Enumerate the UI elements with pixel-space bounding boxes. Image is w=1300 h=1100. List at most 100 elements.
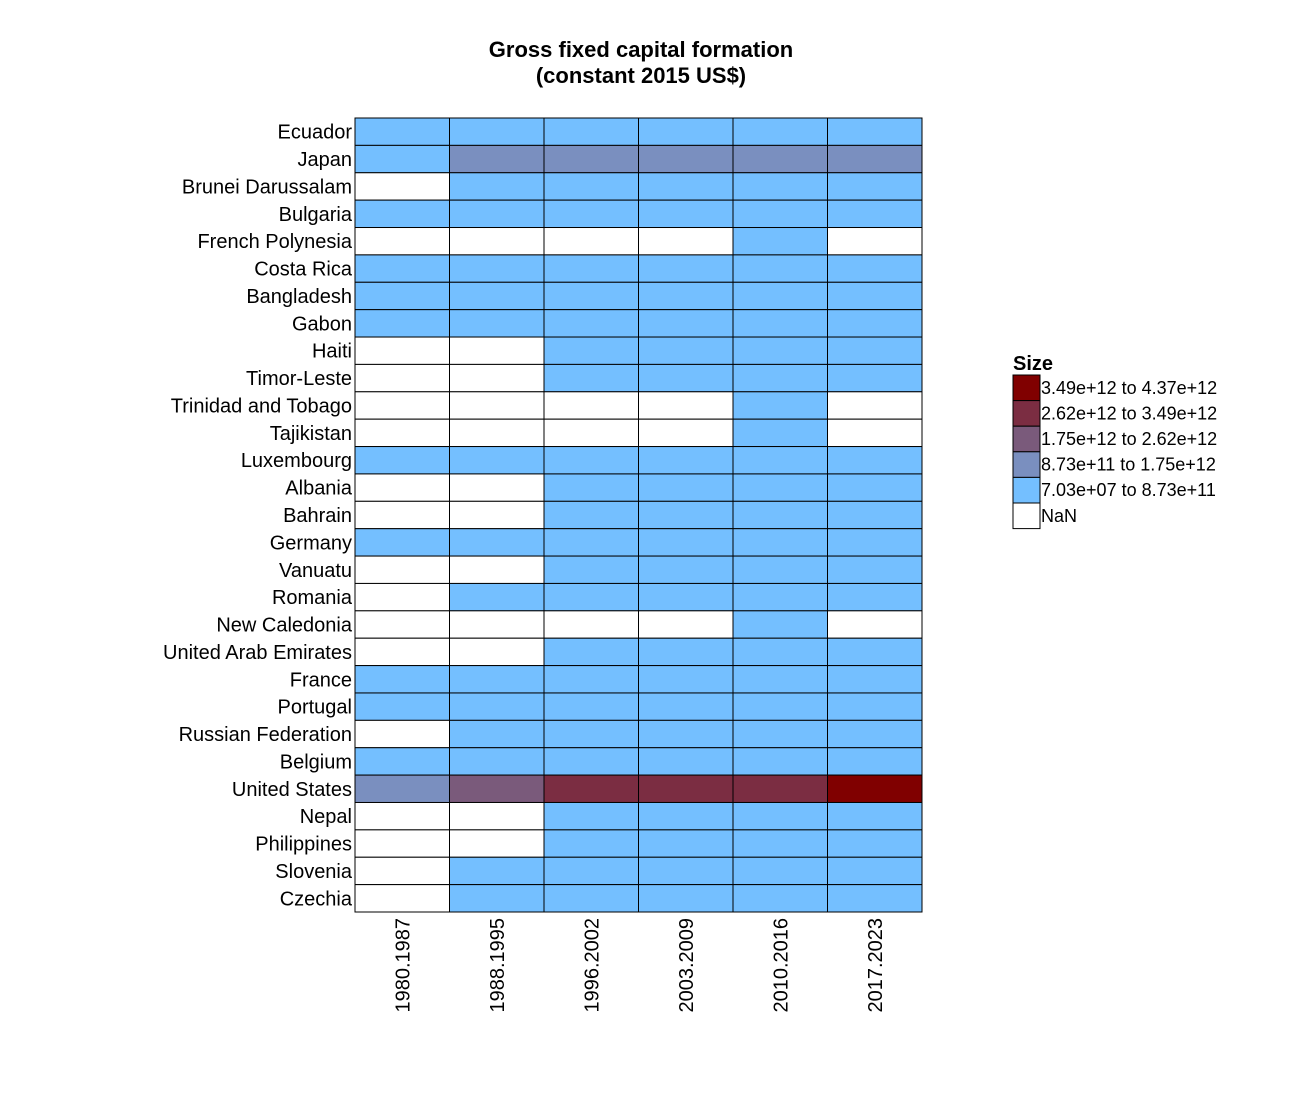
heatmap-cell	[354, 555, 450, 584]
row-label: Bangladesh	[246, 286, 352, 308]
heatmap-cell	[543, 227, 639, 256]
heatmap-cell	[449, 254, 545, 283]
legend-label: 8.73e+11 to 1.75e+12	[1041, 455, 1216, 475]
legend-swatch	[1012, 400, 1041, 427]
heatmap-cell	[543, 774, 639, 803]
heatmap-cell	[543, 555, 639, 584]
heatmap-cell	[449, 227, 545, 256]
heatmap-cell	[449, 446, 545, 475]
heatmap-cell	[543, 473, 639, 502]
heatmap-cell	[449, 747, 545, 776]
row-label: Trinidad and Tobago	[171, 395, 352, 417]
legend-label: 3.49e+12 to 4.37e+12	[1041, 378, 1217, 398]
heatmap-cell	[354, 582, 450, 612]
heatmap-cell	[354, 144, 450, 174]
row-label: Belgium	[280, 751, 352, 773]
heatmap-cell	[354, 227, 450, 256]
heatmap-cell	[543, 692, 639, 721]
heatmap-cell	[449, 637, 545, 667]
heatmap-cell	[732, 665, 828, 694]
heatmap-cell	[354, 391, 450, 420]
heatmap-cell	[543, 582, 639, 612]
heatmap-cell	[354, 637, 450, 667]
heatmap-cell	[827, 555, 923, 584]
heatmap-cell	[449, 610, 545, 639]
heatmap-cell	[543, 829, 639, 858]
row-label: Brunei Darussalam	[182, 176, 352, 198]
heatmap-cell	[638, 692, 734, 721]
heatmap-cell	[638, 144, 734, 174]
legend-label: 1.75e+12 to 2.62e+12	[1041, 429, 1217, 449]
row-label: Portugal	[278, 697, 353, 719]
legend-swatch	[1012, 374, 1041, 402]
heatmap-cell	[449, 391, 545, 420]
heatmap-cell	[827, 665, 923, 694]
heatmap-cell	[732, 610, 828, 639]
heatmap-cell	[732, 446, 828, 475]
heatmap-cell	[449, 692, 545, 721]
row-label: Costa Rica	[254, 259, 353, 281]
heatmap-cell	[449, 719, 545, 749]
heatmap-cell	[732, 473, 828, 502]
heatmap-cell	[354, 500, 450, 530]
heatmap-cell	[638, 363, 734, 393]
row-label: Romania	[272, 587, 353, 609]
heatmap-cell	[354, 829, 450, 858]
heatmap-cell	[732, 500, 828, 530]
row-label: United States	[232, 779, 352, 801]
heatmap-cell	[732, 801, 828, 831]
heatmap-cell	[827, 254, 923, 283]
heatmap-cell	[732, 227, 828, 256]
column-label: 1980.1987	[392, 918, 414, 1013]
heatmap-cell	[827, 692, 923, 721]
heatmap-cell	[449, 582, 545, 612]
heatmap-cell	[638, 747, 734, 776]
row-label: Nepal	[300, 806, 352, 828]
heatmap-cell	[449, 774, 545, 803]
heatmap-cell	[827, 172, 923, 201]
heatmap-cell	[354, 774, 450, 803]
heatmap-cell	[732, 144, 828, 174]
heatmap-cell	[638, 473, 734, 502]
heatmap-cell	[638, 610, 734, 639]
heatmap-cell	[827, 637, 923, 667]
heatmap-cell	[449, 281, 545, 311]
heatmap-cell	[354, 692, 450, 721]
row-labels: Ecuador Japan Brunei Darussalam Bulgaria Fre…	[163, 122, 353, 911]
row-label: Luxembourg	[241, 450, 352, 472]
heatmap-cell	[827, 446, 923, 475]
heatmap-cell	[638, 555, 734, 584]
heatmap-cell	[827, 117, 923, 146]
heatmap-cell	[827, 774, 923, 803]
row-label: Philippines	[255, 834, 352, 856]
heatmap-cell	[827, 500, 923, 530]
heatmap-cell	[732, 747, 828, 776]
heatmap-cell	[732, 117, 828, 146]
heatmap-cell	[827, 801, 923, 831]
heatmap-cell	[732, 281, 828, 311]
row-label: Japan	[298, 149, 353, 171]
legend-label: 2.62e+12 to 3.49e+12	[1041, 403, 1217, 423]
heatmap-cell	[732, 555, 828, 584]
heatmap-cell	[732, 582, 828, 612]
heatmap-cell	[638, 199, 734, 229]
heatmap-cell	[827, 227, 923, 256]
heatmap-cell	[732, 719, 828, 749]
heatmap-cell	[543, 144, 639, 174]
column-label: 1996.2002	[581, 918, 603, 1013]
heatmap-cell	[543, 665, 639, 694]
row-label: Gabon	[292, 313, 352, 335]
heatmap-cell	[354, 719, 450, 749]
heatmap-cell	[354, 446, 450, 475]
heatmap-cell	[449, 172, 545, 201]
heatmap-cell	[638, 665, 734, 694]
heatmap-cell	[732, 884, 828, 913]
heatmap-cell	[638, 856, 734, 886]
heatmap-cell	[543, 199, 639, 229]
legend-swatch	[1012, 502, 1041, 530]
heatmap-cell	[354, 418, 450, 448]
heatmap-cell	[732, 309, 828, 338]
heatmap-cell	[732, 391, 828, 420]
heatmap-cell	[543, 500, 639, 530]
